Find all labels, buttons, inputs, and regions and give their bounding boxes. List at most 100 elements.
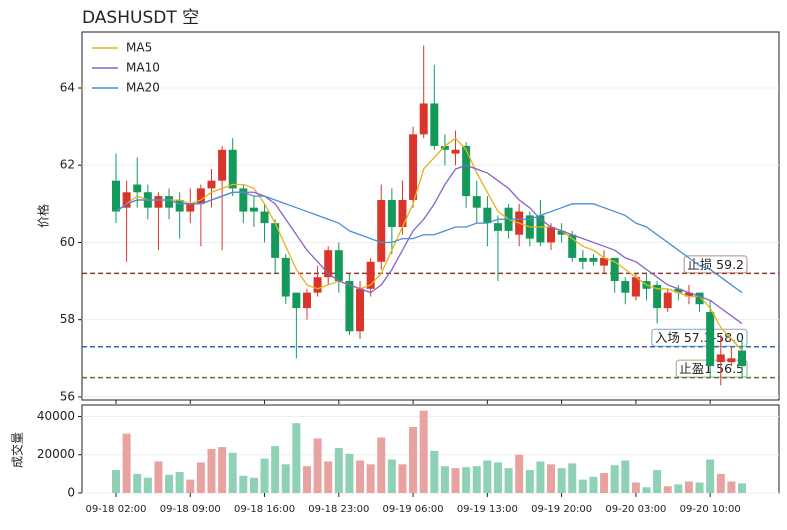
candle-body: [228, 149, 237, 189]
x-tick-label: 09-19 20:00: [531, 504, 592, 515]
candle-body: [133, 184, 142, 193]
candle-body: [663, 292, 672, 309]
y-tick-label: 0: [67, 486, 75, 500]
volume-bar: [249, 477, 258, 493]
candle-body: [377, 199, 386, 262]
volume-bar: [684, 481, 693, 493]
candle-body: [313, 277, 322, 293]
candle-body: [493, 223, 502, 231]
volume-bar: [133, 473, 142, 493]
candle-body: [122, 192, 131, 208]
candle-body: [239, 188, 248, 212]
y-tick-label: 40000: [37, 409, 75, 423]
candle-body: [674, 288, 683, 293]
ma-line: [115, 164, 743, 325]
candle-body: [154, 196, 163, 208]
volume-bar: [727, 481, 736, 493]
volume-bar: [143, 477, 152, 493]
candle-body: [398, 199, 407, 228]
volume-bar: [430, 450, 439, 493]
volume-bar: [663, 486, 672, 493]
volume-bar: [451, 468, 460, 493]
volume-bar: [196, 462, 205, 493]
candle-body: [260, 211, 269, 224]
volume-bar: [419, 410, 428, 493]
y-tick-label: 62: [60, 158, 75, 172]
candle-body: [186, 203, 195, 212]
candle-body: [387, 199, 396, 228]
volume-bar: [154, 461, 163, 493]
candle-body: [738, 350, 746, 367]
legend-label: MA5: [126, 41, 152, 55]
volume-bar: [175, 471, 184, 493]
level-label-box: [651, 328, 748, 347]
x-tick-label: 09-18 16:00: [234, 504, 295, 515]
candle-body: [218, 149, 227, 181]
candle-body: [175, 199, 184, 212]
candle-body: [653, 284, 662, 309]
volume-bar: [653, 470, 662, 493]
volume-bar: [239, 475, 248, 493]
volume-bar: [589, 476, 598, 493]
volume-bar: [600, 472, 609, 493]
x-tick-label: 09-18 02:00: [85, 504, 146, 515]
candle-body: [440, 145, 449, 150]
candle-body: [334, 250, 343, 282]
candle-body: [462, 145, 471, 197]
candle-body: [716, 354, 725, 363]
volume-bar: [387, 459, 396, 493]
x-tick-label: 09-19 06:00: [383, 504, 444, 515]
volume-bar: [271, 446, 280, 493]
volume-bar: [207, 449, 216, 493]
y-tick-label: 60: [60, 235, 75, 249]
volume-bar: [621, 460, 630, 493]
volume-bar: [578, 479, 587, 493]
candle-body: [409, 134, 418, 200]
candle-body: [578, 257, 587, 262]
candle-body: [727, 358, 736, 363]
volume-bar: [356, 460, 365, 493]
volume-bar: [281, 464, 290, 493]
volume-bar: [631, 482, 640, 493]
level-label: 止损 59.2: [687, 257, 744, 272]
volume-bar: [642, 487, 651, 493]
volume-bar: [112, 470, 120, 493]
volume-bar: [536, 461, 545, 493]
volume-bar: [610, 465, 619, 493]
candle-body: [249, 207, 258, 212]
volume-bar: [462, 467, 471, 493]
volume-bar: [409, 427, 418, 493]
volume-bar: [313, 438, 322, 493]
volume-bar: [493, 462, 502, 493]
candle-body: [472, 196, 481, 208]
ma-line: [115, 137, 743, 352]
candle-body: [366, 261, 375, 289]
candle-body: [631, 277, 640, 297]
candle-body: [536, 215, 545, 243]
level-label: 入场 57.3-58.0: [655, 330, 744, 345]
x-tick-label: 09-18 23:00: [308, 504, 369, 515]
volume-bar: [515, 454, 524, 493]
volume-bar: [674, 484, 683, 493]
candle-body: [302, 292, 311, 309]
candle-body: [589, 257, 598, 262]
volume-bar: [557, 468, 566, 493]
volume-bar: [218, 447, 227, 493]
level-label: 止盈1 56.5: [679, 361, 744, 376]
candle-body: [430, 103, 439, 146]
candle-body: [547, 227, 556, 243]
candle-body: [568, 234, 577, 258]
volume-bar: [292, 423, 301, 493]
volume-bar: [122, 433, 131, 493]
candle-body: [112, 180, 120, 212]
volume-bar: [186, 479, 195, 493]
volume-bar: [483, 460, 492, 493]
volume-bar: [695, 482, 704, 493]
legend-label: MA20: [126, 81, 160, 95]
plot-frame: [81, 31, 780, 401]
y-tick-label: 20000: [37, 447, 75, 461]
candle-body: [695, 292, 704, 305]
candle-body: [196, 188, 205, 204]
candle-body: [684, 292, 693, 297]
